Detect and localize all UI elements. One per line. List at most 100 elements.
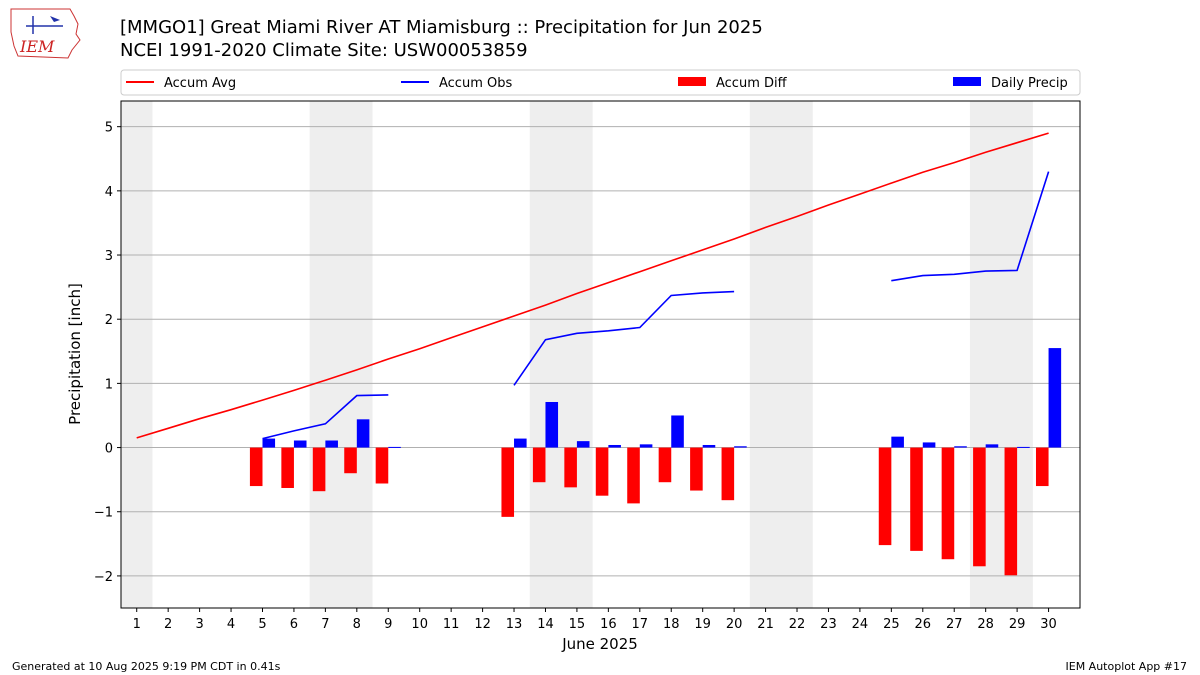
legend-label: Accum Avg bbox=[164, 76, 236, 91]
x-tick-label: 5 bbox=[258, 617, 266, 632]
accum-diff-bar bbox=[1035, 447, 1049, 487]
accum-diff-bar bbox=[658, 447, 672, 483]
accum-diff-bar bbox=[973, 447, 986, 567]
daily-precip-bar bbox=[293, 440, 307, 448]
legend-swatch bbox=[953, 77, 981, 86]
daily-precip-bar bbox=[388, 446, 401, 448]
legend-box bbox=[120, 69, 1081, 96]
x-tick-label: 13 bbox=[506, 617, 523, 632]
x-tick-label: 9 bbox=[384, 617, 392, 632]
accum-diff-bar bbox=[878, 447, 892, 546]
accum-diff-bar bbox=[249, 447, 263, 487]
accum-diff-bar bbox=[312, 447, 326, 492]
daily-precip-bar bbox=[671, 415, 684, 448]
shaded-span bbox=[529, 101, 593, 608]
daily-precip-bar bbox=[702, 444, 716, 448]
accum-diff-bar bbox=[344, 447, 357, 474]
y-tick-label: 2 bbox=[105, 313, 113, 328]
accum-diff-bar bbox=[501, 447, 515, 517]
shaded-span bbox=[309, 101, 373, 608]
y-tick-label: 4 bbox=[105, 185, 113, 200]
x-tick-label: 24 bbox=[852, 617, 869, 632]
x-tick-label: 2 bbox=[164, 617, 172, 632]
y-tick-label: 5 bbox=[105, 121, 113, 136]
x-tick-label: 14 bbox=[537, 617, 554, 632]
shaded-span bbox=[121, 101, 153, 608]
daily-precip-bar bbox=[985, 444, 999, 448]
legend-label: Daily Precip bbox=[991, 76, 1068, 91]
accum-avg-line bbox=[136, 132, 1049, 439]
daily-precip-bar bbox=[514, 438, 527, 448]
accum-diff-bar bbox=[281, 447, 294, 488]
logo-text: IEM bbox=[19, 37, 55, 56]
axes-frame bbox=[120, 100, 1081, 609]
daily-precip-bar bbox=[262, 438, 276, 448]
footer-generated: Generated at 10 Aug 2025 9:19 PM CDT in … bbox=[12, 660, 281, 673]
iem-logo: IEM bbox=[10, 8, 81, 59]
chart-title: [MMGO1] Great Miami River AT Miamisburg … bbox=[120, 17, 763, 38]
x-tick-label: 3 bbox=[195, 617, 203, 632]
y-tick-label: 0 bbox=[105, 442, 113, 457]
x-tick-label: 7 bbox=[321, 617, 329, 632]
x-tick-label: 28 bbox=[977, 617, 994, 632]
legend: Accum Avg Accum Obs Accum Diff Daily Precip bbox=[120, 69, 1081, 96]
y-tick-label: −1 bbox=[94, 506, 113, 521]
accum-diff-bar bbox=[375, 447, 389, 484]
accum-diff-bar bbox=[1004, 447, 1018, 576]
x-tick-label: 1 bbox=[133, 617, 141, 632]
accum-diff-bar bbox=[690, 447, 703, 491]
accum-diff-bar bbox=[595, 447, 609, 496]
x-tick-label: 26 bbox=[915, 617, 932, 632]
accum-diff-bar bbox=[532, 447, 546, 483]
footer-app: IEM Autoplot App #17 bbox=[1065, 660, 1188, 673]
x-tick-label: 22 bbox=[789, 617, 806, 632]
y-axis-label: Precipitation [inch] bbox=[66, 283, 84, 425]
x-tick-label: 20 bbox=[726, 617, 743, 632]
legend-label: Accum Diff bbox=[716, 76, 788, 91]
x-tick-label: 23 bbox=[820, 617, 837, 632]
daily-precip-bar bbox=[891, 436, 904, 448]
x-tick-label: 15 bbox=[569, 617, 586, 632]
legend-label: Accum Obs bbox=[439, 76, 512, 91]
daily-precip-bar bbox=[576, 441, 590, 448]
daily-precip-bar bbox=[325, 440, 338, 448]
y-tick-label: −2 bbox=[94, 570, 113, 585]
x-tick-label: 21 bbox=[757, 617, 774, 632]
daily-precip-bar bbox=[1048, 348, 1062, 448]
accum-obs-line bbox=[262, 171, 1050, 440]
daily-precip-bar bbox=[356, 419, 370, 448]
daily-precip-bar bbox=[1017, 446, 1030, 448]
x-tick-label: 12 bbox=[474, 617, 491, 632]
daily-precip-bar bbox=[639, 444, 653, 448]
y-tick-label: 3 bbox=[105, 249, 113, 264]
x-tick-label: 11 bbox=[443, 617, 460, 632]
shaded-span bbox=[749, 101, 813, 608]
x-tick-label: 19 bbox=[694, 617, 711, 632]
x-tick-label: 17 bbox=[632, 617, 649, 632]
legend-swatch bbox=[678, 77, 706, 86]
wind-vane-icon bbox=[50, 16, 60, 22]
accum-diff-bar bbox=[564, 447, 577, 488]
x-tick-label: 18 bbox=[663, 617, 680, 632]
x-tick-label: 30 bbox=[1040, 617, 1057, 632]
x-axis-label: June 2025 bbox=[561, 635, 638, 653]
x-tick-label: 8 bbox=[353, 617, 361, 632]
y-tick-label: 1 bbox=[105, 377, 113, 392]
x-tick-label: 4 bbox=[227, 617, 235, 632]
chart-subtitle: NCEI 1991-2020 Climate Site: USW00053859 bbox=[120, 40, 528, 61]
accum-diff-bar bbox=[941, 447, 955, 560]
accum-diff-bar bbox=[910, 447, 923, 551]
accum-diff-bar bbox=[627, 447, 640, 504]
daily-precip-bar bbox=[545, 401, 559, 448]
iowa-outline-icon bbox=[10, 8, 81, 59]
x-tick-label: 16 bbox=[600, 617, 617, 632]
daily-precip-bar bbox=[922, 442, 936, 448]
daily-precip-bar bbox=[734, 446, 747, 448]
daily-precip-bar bbox=[954, 446, 967, 448]
x-tick-label: 6 bbox=[290, 617, 298, 632]
accum-diff-bar bbox=[721, 447, 735, 501]
x-tick-label: 29 bbox=[1009, 617, 1026, 632]
x-tick-label: 10 bbox=[411, 617, 428, 632]
